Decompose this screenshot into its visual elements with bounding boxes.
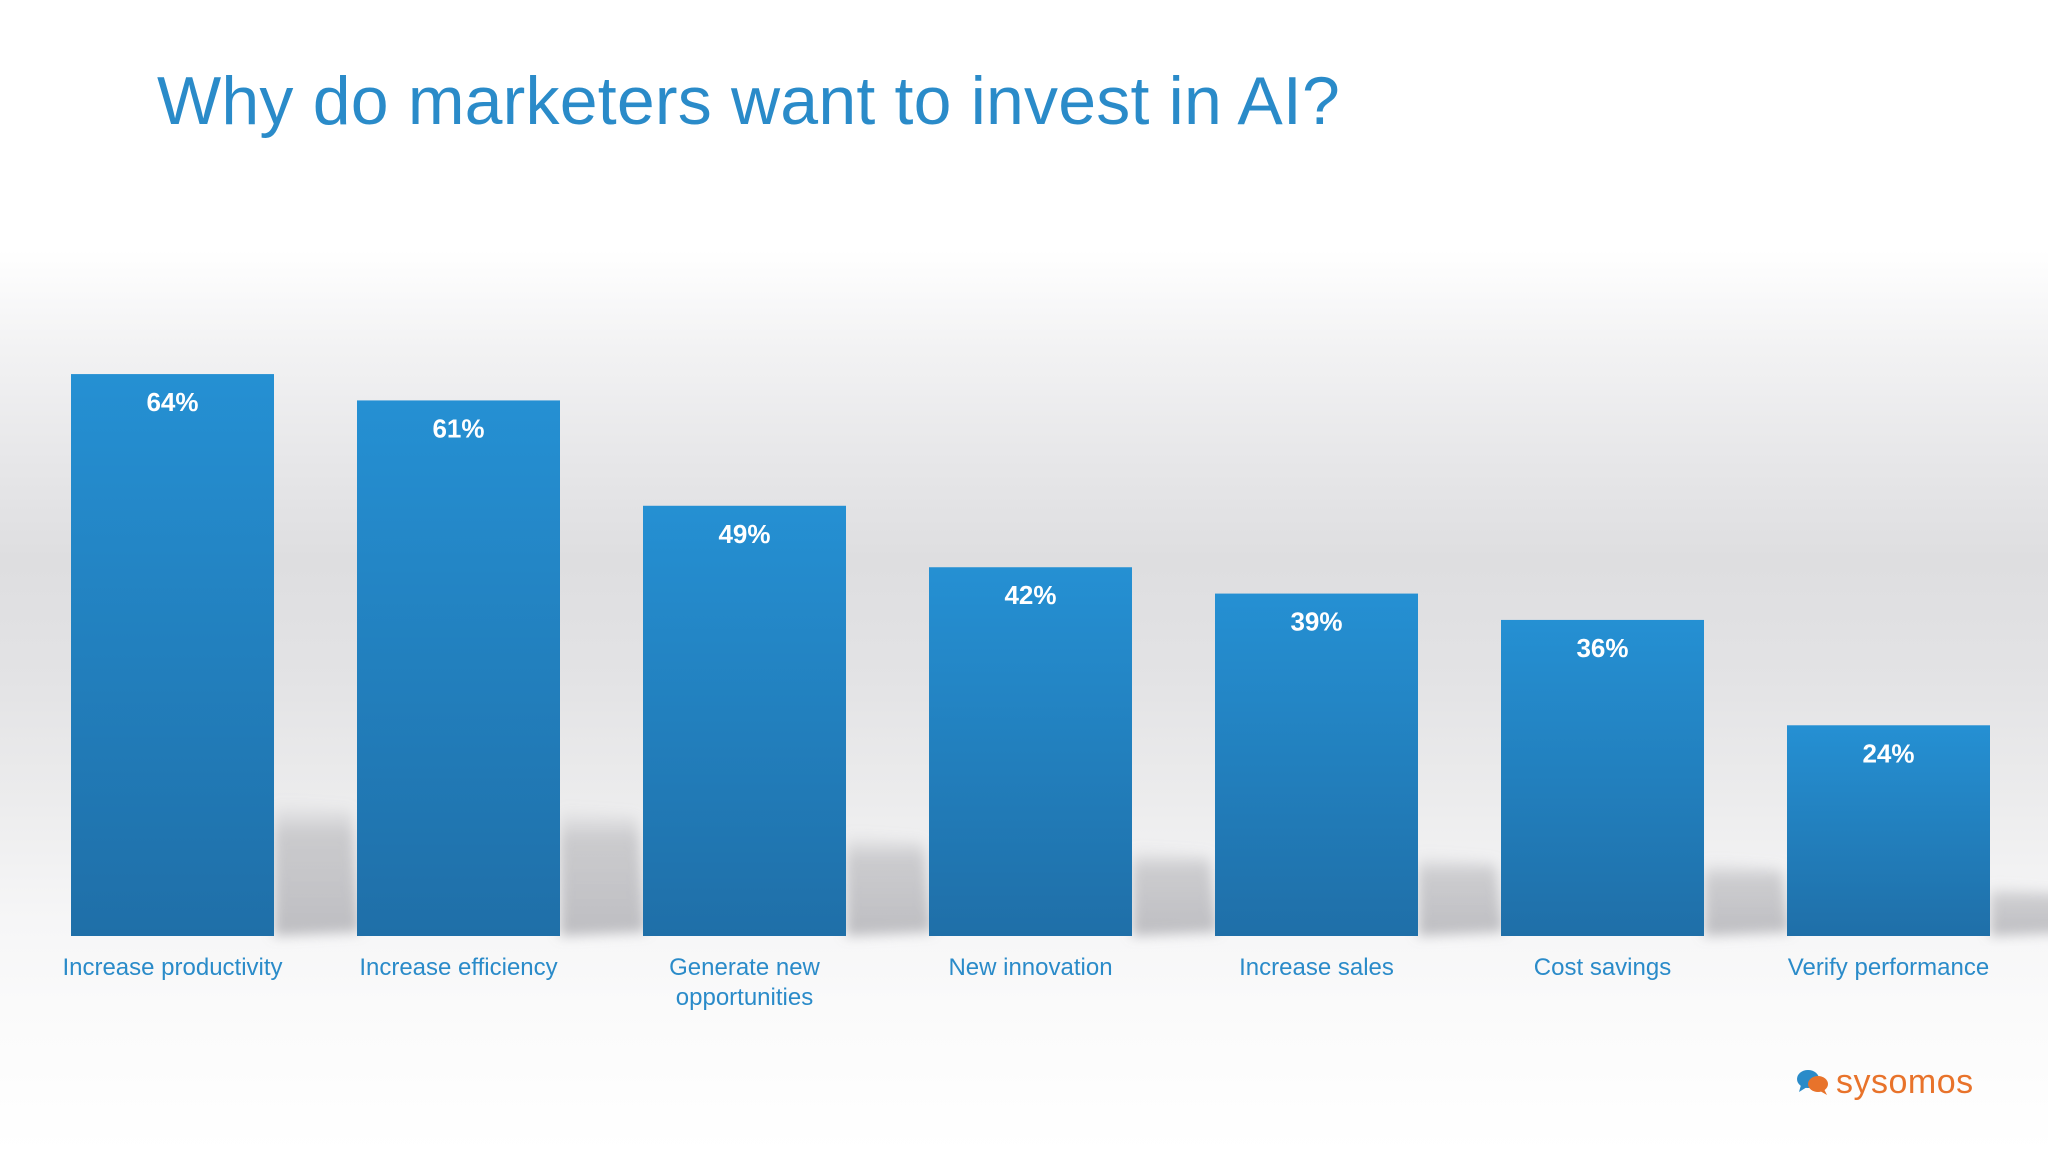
speech-bubbles-icon <box>1797 1070 1828 1095</box>
category-label: Increase efficiency <box>359 954 557 981</box>
bar <box>71 374 274 937</box>
bar-value-label: 64% <box>146 387 198 417</box>
bar-shadow <box>274 801 360 936</box>
category-label-line: Cost savings <box>1534 954 1671 981</box>
bar-value-label: 49% <box>718 519 770 549</box>
category-label: New innovation <box>948 954 1112 981</box>
bar-shadow <box>1990 885 2048 936</box>
category-label: Increase sales <box>1239 954 1394 981</box>
bar <box>1787 725 1990 936</box>
bar-shadow <box>560 807 646 936</box>
bar-shadow <box>1704 860 1790 936</box>
category-label: Increase productivity <box>62 954 282 981</box>
category-label: Verify performance <box>1788 954 1989 981</box>
category-label-line: Verify performance <box>1788 954 1989 981</box>
bar <box>643 505 846 936</box>
bar-value-label: 39% <box>1290 607 1342 637</box>
bar-value-label: 36% <box>1576 633 1628 663</box>
brand-logo: sysomos <box>1796 1060 1974 1104</box>
bar-shadow <box>1132 847 1218 936</box>
bar <box>929 567 1132 936</box>
category-label: Cost savings <box>1534 954 1671 981</box>
category-label-line: Increase efficiency <box>359 954 557 981</box>
bar <box>1215 593 1418 936</box>
bar-shadow <box>846 832 932 936</box>
bar-value-label: 24% <box>1862 738 1914 768</box>
bar-shadow <box>1418 853 1504 936</box>
slide-title: Why do marketers want to invest in AI? <box>157 63 1340 139</box>
category-label-line: New innovation <box>948 954 1112 981</box>
bar <box>357 400 560 936</box>
bar-value-label: 42% <box>1004 580 1056 610</box>
category-label-line: opportunities <box>676 984 813 1011</box>
bar <box>1501 619 1704 936</box>
brand-name: sysomos <box>1836 1062 1974 1101</box>
category-label: Generate new opportunities <box>669 954 820 1011</box>
category-label-line: Generate new <box>669 954 820 981</box>
category-label-line: Increase productivity <box>62 954 282 981</box>
category-label-line: Increase sales <box>1239 954 1394 981</box>
bar-value-label: 61% <box>432 413 484 443</box>
